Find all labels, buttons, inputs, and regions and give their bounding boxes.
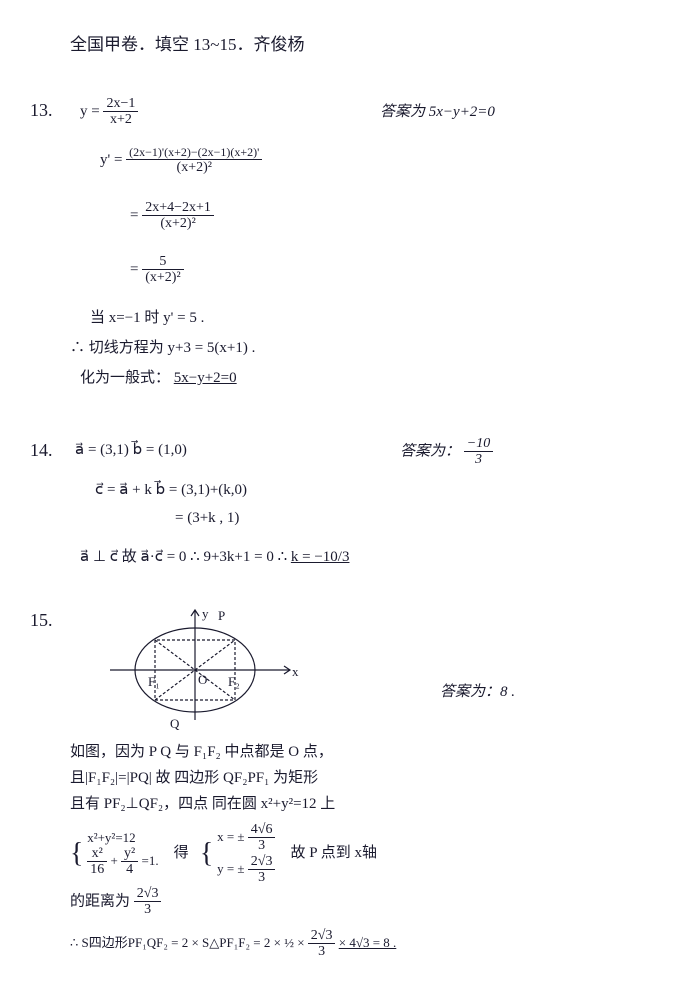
problem-15-answer: 答案为：8 . <box>440 680 515 701</box>
p13-step3-frac: 5 (x+2)² <box>142 254 183 286</box>
p15-diagram: y x P Q F₁ F₂ O <box>100 600 300 735</box>
label: 答案为： <box>400 443 460 459</box>
p14-final-answer: k = −10/3 <box>291 549 350 565</box>
frac-d: 3 <box>464 452 493 467</box>
sys-eq1: x²+y²=12 <box>87 830 158 846</box>
get-label: 得 <box>174 845 189 861</box>
label: 的距离为 <box>70 893 130 909</box>
page-title: 全国甲卷．填空 13~15．齐俊杨 <box>70 30 304 55</box>
p14-given: a⃗ = (3,1) b⃗ = (1,0) <box>75 440 187 459</box>
label-O: O <box>198 672 207 687</box>
ellipse-diagram-svg: y x P Q F₁ F₂ O <box>100 600 300 730</box>
p15-l1: 如图，因为 P Q 与 F₁F₂ 中点都是 O 点， <box>70 740 333 761</box>
p13-given-lhs: y = <box>80 103 100 119</box>
p14-cexpr: c⃗ = a⃗ + k b⃗ = (3,1)+(k,0) <box>95 480 247 499</box>
p14-perp: a⃗ ⊥ c⃗ 故 a⃗·c⃗ = 0 ∴ 9+3k+1 = 0 ∴ k = −… <box>80 545 349 566</box>
d: 4 <box>121 862 138 877</box>
p13-step3: = 5 (x+2)² <box>130 254 184 286</box>
d: 3 <box>248 838 276 853</box>
n: 2√3 <box>248 854 276 870</box>
label-P: P <box>218 608 225 623</box>
label-y: y <box>202 606 209 621</box>
sol1: x = ± 4√63 <box>217 822 275 854</box>
n: 4√6 <box>248 822 276 838</box>
p13-deriv-lhs: y' = <box>100 152 122 168</box>
label-Q: Q <box>170 716 180 730</box>
label-F1: F₁ <box>148 674 160 689</box>
p14-cexpr2: = (3+k , 1) <box>175 510 239 527</box>
sol2: y = ± 2√33 <box>217 854 275 886</box>
frac-n: −10 <box>464 436 493 452</box>
lhs: x = ± <box>217 829 244 844</box>
d: 3 <box>134 902 162 917</box>
eq: = <box>130 207 138 223</box>
sys-eq2: x²16 + y²4 =1. <box>87 846 158 878</box>
d: 3 <box>248 870 276 885</box>
problem-14-answer: 答案为： −10 3 <box>400 436 493 468</box>
text: a⃗ ⊥ c⃗ 故 a⃗·c⃗ = 0 ∴ 9+3k+1 = 0 ∴ <box>80 549 287 565</box>
p13-given: y = 2x−1 x+2 <box>80 96 138 128</box>
brace-left: { <box>70 838 83 869</box>
problem-15-number: 15. <box>30 610 53 631</box>
p15-area: ∴ S四边形PF₁QF₂ = 2 × S△PF₁F₂ = 2 × ½ × 2√3… <box>70 928 396 960</box>
label-x: x <box>292 664 299 679</box>
p14-ans-frac: −10 3 <box>464 436 493 468</box>
frac-n: 2x+4−2x+1 <box>142 200 214 216</box>
frac-d: (x+2)² <box>142 270 183 285</box>
area-frac: 2√3 3 <box>308 928 336 960</box>
note: 故 P 点到 x轴 <box>290 845 377 861</box>
eq: =1. <box>142 853 159 868</box>
p13-eval: 当 x=−1 时 y' = 5 . <box>90 306 204 327</box>
frac-n: 5 <box>142 254 183 270</box>
p13-general: 化为一般式： 5x−y+2=0 <box>80 366 237 387</box>
p13-deriv-frac: (2x−1)'(x+2)−(2x−1)(x+2)' (x+2)² <box>126 146 262 176</box>
frac-d: (x+2)² <box>126 160 262 175</box>
p15-l3: 且有 PF₂⊥QF₂，四点 同在圆 x²+y²=12 上 <box>70 792 335 813</box>
n: 2√3 <box>308 928 336 944</box>
n: 2√3 <box>134 886 162 902</box>
label-F2: F₂ <box>228 674 240 689</box>
area-expr: ∴ S四边形PF₁QF₂ = 2 × S△PF₁F₂ = 2 × ½ × <box>70 935 308 950</box>
p15-l2: 且|F₁F₂|=|PQ| 故 四边形 QF₂PF₁ 为矩形 <box>70 766 318 787</box>
frac-n: 2x−1 <box>103 96 138 112</box>
problem-13-number: 13. <box>30 100 53 121</box>
p13-tangent: ∴ 切线方程为 y+3 = 5(x+1) . <box>70 336 255 357</box>
frac-d: (x+2)² <box>142 216 214 231</box>
brace-right: { <box>200 838 213 869</box>
problem-13-answer: 答案为 5x−y+2=0 <box>380 100 495 121</box>
d: 3 <box>308 944 336 959</box>
p13-deriv: y' = (2x−1)'(x+2)−(2x−1)(x+2)' (x+2)² <box>100 146 262 176</box>
p15-dist: 的距离为 2√3 3 <box>70 886 161 918</box>
p13-final-answer: 5x−y+2=0 <box>174 370 237 386</box>
label: 化为一般式： <box>80 370 170 386</box>
p15-system: { x²+y²=12 x²16 + y²4 =1. 得 { x = ± 4√63… <box>70 822 377 886</box>
frac-n: (2x−1)'(x+2)−(2x−1)(x+2)' <box>126 146 262 160</box>
n: x² <box>87 846 107 862</box>
p13-given-frac: 2x−1 x+2 <box>103 96 138 128</box>
p13-step2: = 2x+4−2x+1 (x+2)² <box>130 200 214 232</box>
p13-step2-frac: 2x+4−2x+1 (x+2)² <box>142 200 214 232</box>
eq: = <box>130 261 138 277</box>
dist-frac: 2√3 3 <box>134 886 162 918</box>
lhs: y = ± <box>217 861 244 876</box>
p15-final-answer: × 4√3 = 8 . <box>339 935 397 950</box>
d: 16 <box>87 862 107 877</box>
problem-14-number: 14. <box>30 440 53 461</box>
frac-d: x+2 <box>103 112 138 127</box>
n: y² <box>121 846 138 862</box>
